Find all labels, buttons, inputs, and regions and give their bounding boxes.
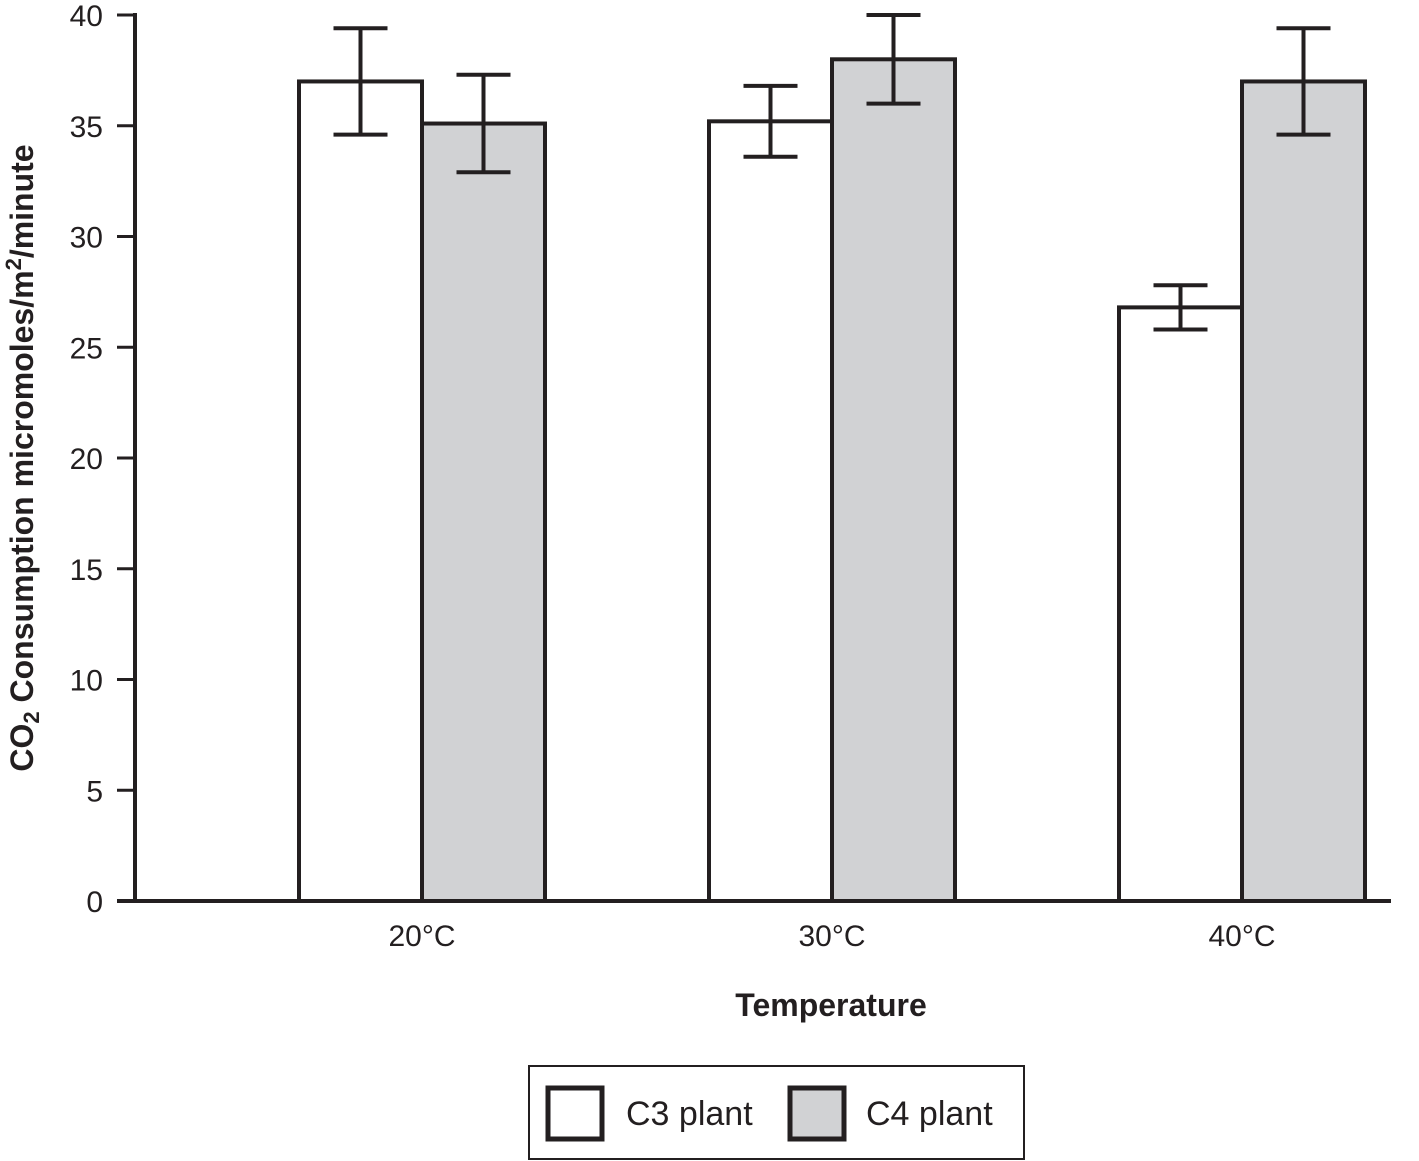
y-axis-title-suffix: /minute	[4, 144, 40, 258]
y-tick-label-15: 15	[70, 554, 103, 587]
error-bar-c4-plant-40-c	[1276, 26, 1331, 137]
y-tick-label-5: 5	[86, 775, 103, 808]
y-axis-title-subscript: 2	[19, 711, 44, 723]
y-axis-title-superscript: 2	[1, 258, 26, 270]
y-axis-title-middle: Consumption micromoles/m	[4, 270, 40, 711]
y-tick-label-0: 0	[86, 886, 103, 919]
y-ticks-group: 0 5 10 15 20 25 30 35 40	[70, 0, 135, 919]
error-bar-c4-plant-20-c	[456, 72, 511, 175]
y-axis-title: CO2 Consumption micromoles/m2/minute	[1, 144, 44, 771]
error-bar-c4-plant-30-c	[866, 13, 921, 106]
legend-box	[528, 1065, 1025, 1160]
error-bar-c3-plant-30-c	[743, 83, 798, 159]
error-bar-c3-plant-40-c	[1153, 283, 1208, 332]
x-tick-label-40-c: 40°C	[1208, 920, 1275, 953]
y-axis-title-prefix: CO	[4, 724, 40, 772]
y-tick-label-10: 10	[70, 665, 103, 698]
legend-label-c3-plant: C3 plant	[626, 1095, 753, 1133]
bar-c3-plant-40-c	[1117, 305, 1244, 903]
error-bars-group	[333, 13, 1331, 332]
y-tick-label-40: 40	[70, 0, 103, 33]
legend-swatch-c4-plant	[787, 1085, 847, 1142]
x-tick-label-20-c: 20°C	[388, 920, 455, 953]
legend: C3 plant C4 plant	[528, 1065, 1025, 1160]
bars-group	[297, 57, 1367, 904]
y-tick-label-25: 25	[70, 332, 103, 365]
y-tick-label-20: 20	[70, 443, 103, 476]
x-tick-label-30-c: 30°C	[798, 920, 865, 953]
bar-c4-plant-40-c	[1240, 79, 1367, 903]
error-bar-c3-plant-20-c	[333, 26, 388, 137]
bar-c4-plant-30-c	[830, 57, 957, 904]
bar-c4-plant-20-c	[420, 121, 547, 904]
legend-label-c4-plant: C4 plant	[866, 1095, 993, 1133]
x-tick-labels-group: 20°C 30°C 40°C	[388, 920, 1275, 953]
legend-swatch-c3-plant	[545, 1085, 605, 1142]
x-axis-title: Temperature	[735, 987, 926, 1023]
y-tick-label-30: 30	[70, 222, 103, 255]
y-tick-label-35: 35	[70, 111, 103, 144]
bar-c3-plant-30-c	[707, 119, 834, 903]
bar-c3-plant-20-c	[297, 79, 424, 903]
